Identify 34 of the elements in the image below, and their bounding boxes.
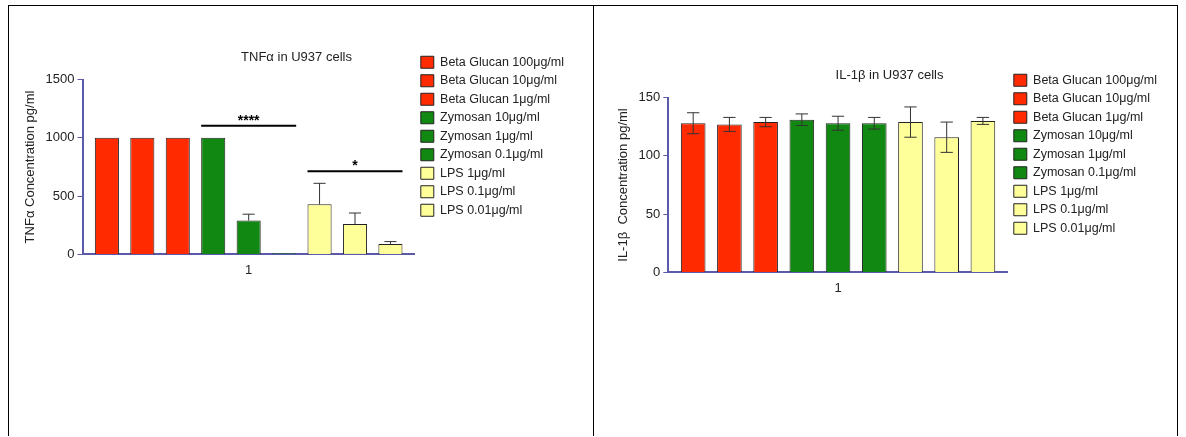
y-tick-label: 1000: [45, 129, 75, 145]
y-tick-label: 50: [645, 205, 661, 221]
y-axis-title: TNFα Concentration pg/ml: [22, 90, 38, 244]
y-tick-label: 150: [638, 89, 661, 105]
y-tick-label: 0: [67, 245, 75, 261]
y-tick-label: 1500: [45, 71, 75, 87]
legend-label: Zymosan 10μg/ml: [1033, 128, 1133, 143]
legend-label: Beta Glucan 1μg/ml: [440, 91, 551, 106]
x-tick-label: 1: [245, 261, 253, 277]
legend-label: Zymosan 1μg/ml: [1033, 146, 1126, 161]
legend-label: LPS 0.01μg/ml: [1033, 220, 1116, 235]
y-tick-label: 500: [52, 187, 75, 203]
chart-title: TNFα in U937 cells: [241, 49, 353, 65]
legend-label: LPS 1μg/ml: [1033, 183, 1098, 198]
legend-label: Zymosan 0.1μg/ml: [1033, 165, 1137, 180]
annotation: *: [352, 157, 359, 174]
legend-label: LPS 1μg/ml: [440, 165, 505, 180]
legend-label: LPS 0.01μg/ml: [440, 202, 523, 217]
legend-label: Zymosan 0.1μg/ml: [440, 147, 544, 162]
legend-label: Zymosan 10μg/ml: [440, 110, 540, 125]
annotation: ****: [237, 111, 261, 128]
legend-label: Beta Glucan 10μg/ml: [440, 73, 558, 88]
legend-label: Zymosan 1μg/ml: [440, 128, 533, 143]
y-axis-title: IL-1β Concentration pg/ml: [615, 108, 631, 262]
y-tick-label: 0: [653, 263, 661, 279]
legend-label: Beta Glucan 100μg/ml: [1033, 72, 1158, 87]
legend-label: LPS 0.1μg/ml: [1033, 202, 1109, 217]
x-tick-label: 1: [834, 279, 842, 295]
legend-label: Beta Glucan 1μg/ml: [1033, 109, 1144, 124]
legend-label: LPS 0.1μg/ml: [440, 184, 516, 199]
legend-label: Beta Glucan 10μg/ml: [1033, 91, 1151, 106]
chart-title: IL-1β in U937 cells: [835, 67, 944, 83]
legend-label: Beta Glucan 100μg/ml: [440, 54, 565, 69]
y-tick-label: 100: [638, 147, 661, 163]
